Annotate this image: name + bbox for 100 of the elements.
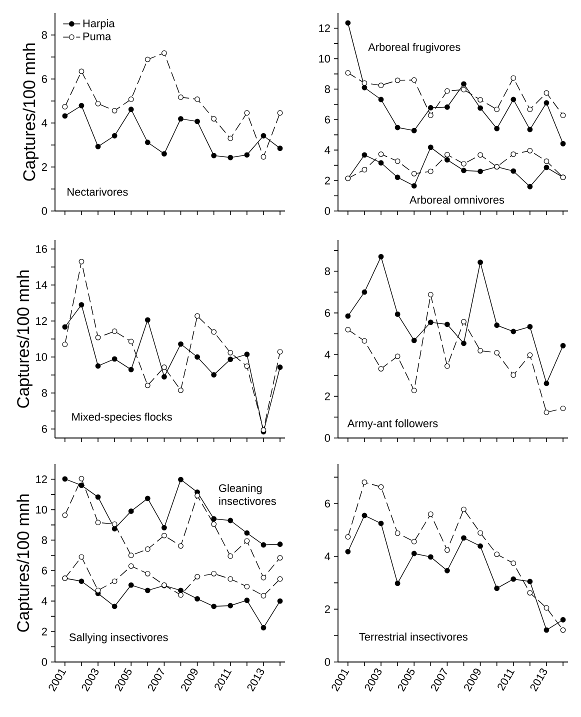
point <box>162 524 167 530</box>
point <box>260 542 266 548</box>
point <box>510 96 516 102</box>
y-tick-label: 2 <box>42 628 47 636</box>
y-tick-label: 10 <box>36 506 48 514</box>
point <box>112 578 118 584</box>
point <box>362 152 368 158</box>
point <box>411 77 417 83</box>
annotation: Terrestrial insectivores <box>359 632 468 641</box>
point <box>478 543 483 549</box>
y-tick-label: 0 <box>42 658 48 666</box>
point <box>461 168 466 174</box>
point <box>510 75 516 81</box>
point <box>228 518 234 524</box>
point <box>244 110 250 116</box>
point <box>428 511 434 517</box>
y-axis-title: Captures/100 mnh <box>16 494 32 632</box>
point <box>228 350 234 356</box>
point <box>527 106 533 112</box>
point <box>260 625 266 630</box>
point <box>560 627 566 633</box>
point <box>345 326 351 332</box>
point <box>394 580 400 586</box>
point <box>378 366 384 372</box>
y-tick-label: 2 <box>324 605 330 614</box>
annotation: Arboreal omnivores <box>410 196 504 204</box>
point <box>128 508 134 514</box>
point <box>544 627 550 633</box>
point <box>144 140 150 146</box>
point <box>62 113 68 119</box>
point <box>277 110 283 116</box>
point <box>527 578 533 584</box>
point <box>394 158 400 164</box>
point <box>461 506 466 512</box>
point <box>78 68 84 74</box>
point <box>162 532 167 538</box>
point <box>444 322 450 328</box>
point <box>362 480 368 485</box>
y-tick-label: 4 <box>42 119 48 127</box>
point <box>62 324 68 330</box>
point <box>527 126 533 132</box>
y-tick-label: 4 <box>42 597 48 605</box>
point <box>378 484 384 490</box>
point <box>394 78 400 84</box>
point <box>510 168 516 174</box>
point <box>378 82 384 88</box>
point <box>394 530 400 536</box>
point <box>527 324 533 330</box>
point <box>510 560 516 566</box>
y-tick-label: 14 <box>36 281 48 289</box>
point <box>260 154 266 160</box>
y-tick-label: 2 <box>324 176 330 184</box>
point <box>95 520 101 526</box>
point <box>478 530 483 536</box>
point <box>560 406 566 412</box>
point <box>444 152 450 158</box>
point <box>345 70 351 76</box>
y-tick-label: 6 <box>324 116 330 124</box>
point <box>461 81 466 87</box>
point <box>378 96 384 102</box>
point <box>112 328 118 334</box>
point <box>128 366 134 372</box>
point <box>428 168 434 174</box>
point <box>444 157 450 163</box>
point <box>194 96 200 102</box>
point <box>144 56 150 62</box>
legend-label: Puma <box>83 32 112 40</box>
point <box>560 140 566 146</box>
point <box>260 133 266 138</box>
point <box>362 84 368 90</box>
point <box>428 112 434 118</box>
point <box>411 128 417 134</box>
point <box>444 363 450 369</box>
point <box>494 552 500 557</box>
point <box>244 584 250 590</box>
point <box>194 492 200 498</box>
point <box>194 118 200 124</box>
y-tick-label: 6 <box>42 425 47 433</box>
point <box>244 598 250 604</box>
point <box>211 372 217 378</box>
y-tick-label: 8 <box>324 267 330 276</box>
point <box>411 388 417 394</box>
point <box>544 90 550 96</box>
point <box>211 521 217 527</box>
y-tick-label: 2 <box>324 392 330 400</box>
point <box>378 254 384 260</box>
y-tick-label: 4 <box>324 146 330 154</box>
point <box>144 546 150 552</box>
point <box>62 342 68 348</box>
point <box>428 292 434 298</box>
point <box>211 516 217 522</box>
point <box>78 302 84 308</box>
point <box>178 94 184 100</box>
point <box>461 535 466 541</box>
point <box>178 341 184 347</box>
point <box>95 334 101 340</box>
point <box>128 582 134 588</box>
point <box>128 96 134 102</box>
y-tick-label: 8 <box>42 536 47 544</box>
point <box>461 86 466 92</box>
